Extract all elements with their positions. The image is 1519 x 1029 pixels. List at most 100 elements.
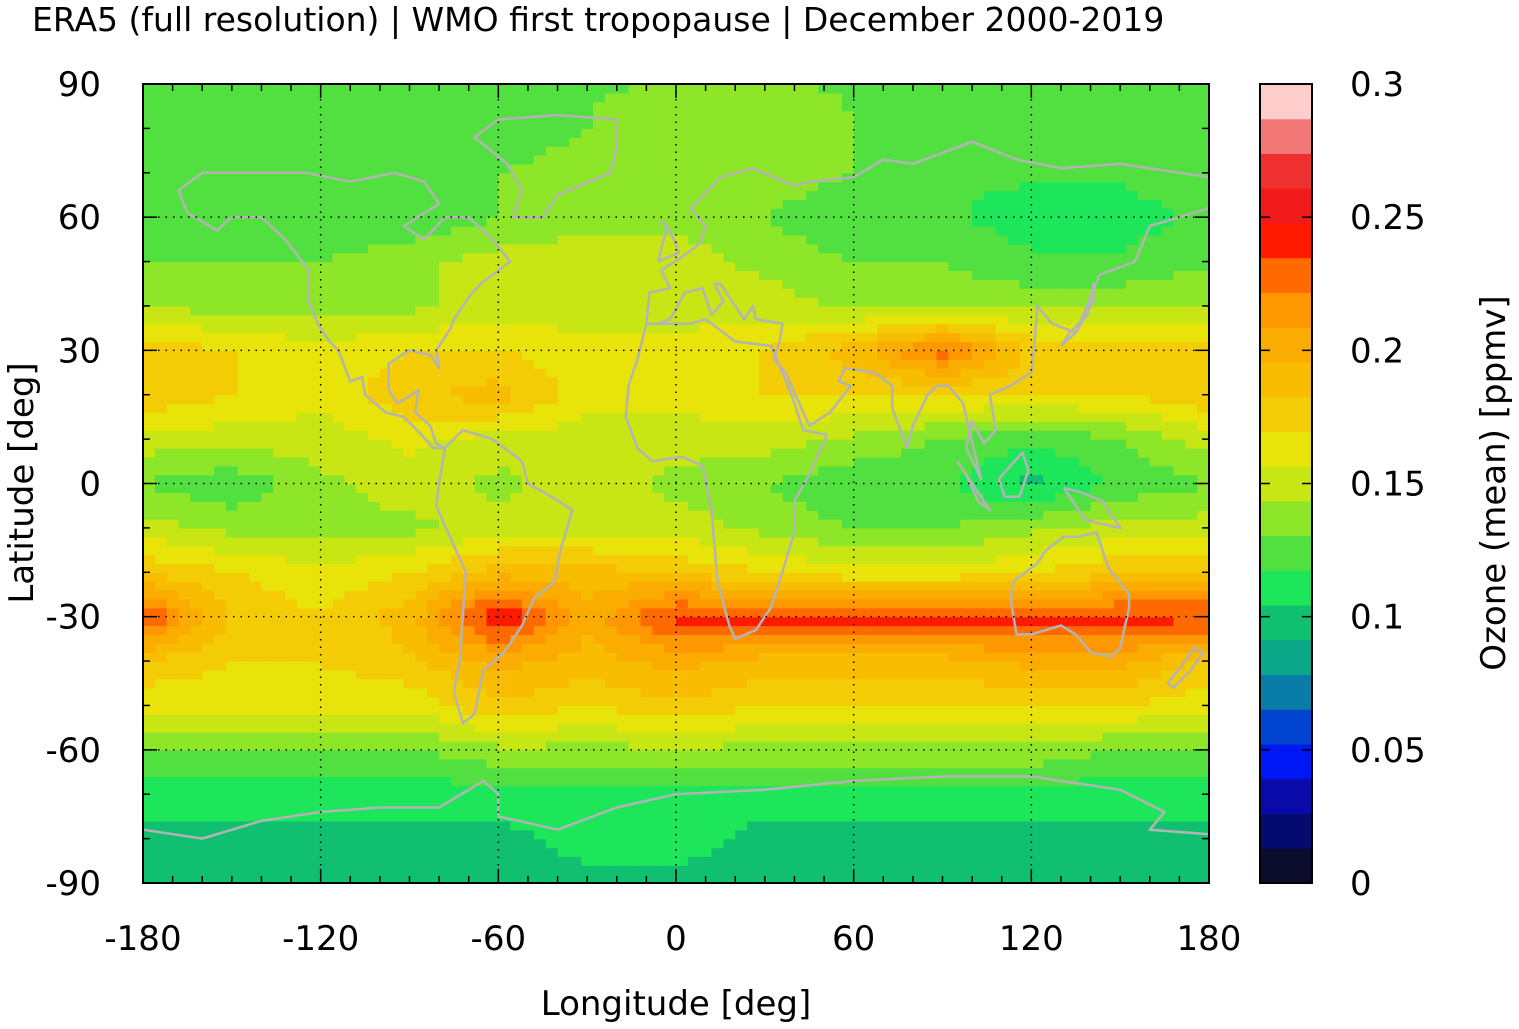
- field-cell: [202, 669, 215, 680]
- field-cell: [415, 607, 428, 618]
- field-cell: [972, 749, 985, 760]
- field-cell: [296, 705, 310, 715]
- field-cell: [450, 758, 464, 769]
- field-cell: [545, 456, 559, 467]
- field-cell: [202, 492, 215, 502]
- field-cell: [391, 732, 405, 742]
- field-cell: [841, 865, 855, 875]
- field-cell: [1137, 794, 1151, 804]
- field-cell: [770, 767, 784, 778]
- field-cell: [924, 749, 938, 760]
- field-cell: [344, 474, 357, 485]
- field-cell: [249, 643, 263, 653]
- field-cell: [735, 625, 748, 636]
- field-cell: [1019, 572, 1032, 582]
- field-cell: [237, 678, 251, 689]
- field-cell: [545, 874, 559, 884]
- field-cell: [225, 785, 239, 795]
- field-cell: [1090, 616, 1103, 627]
- field-cell: [735, 652, 748, 662]
- field-cell: [901, 590, 914, 600]
- field-cell: [865, 874, 878, 884]
- field-cell: [522, 483, 535, 493]
- field-cell: [758, 776, 772, 786]
- field-cell: [308, 767, 322, 778]
- field-cell: [1126, 510, 1139, 520]
- field-cell: [1173, 607, 1186, 618]
- field-cell: [1126, 829, 1139, 840]
- field-cell: [664, 865, 677, 875]
- field-cell: [237, 643, 251, 653]
- field-cell: [664, 794, 677, 804]
- field-cell: [285, 838, 298, 849]
- field-cell: [735, 598, 748, 609]
- field-cell: [889, 687, 902, 698]
- field-cell: [510, 439, 523, 449]
- field-cell: [178, 598, 191, 609]
- field-cell: [308, 669, 322, 680]
- field-cell: [225, 492, 239, 502]
- field-cell: [356, 465, 369, 476]
- field-cell: [640, 732, 653, 742]
- field-cell: [1173, 616, 1186, 627]
- field-cell: [794, 492, 807, 502]
- field-cell: [356, 652, 369, 662]
- field-cell: [391, 447, 405, 458]
- field-cell: [652, 492, 665, 502]
- field-cell: [533, 456, 547, 467]
- field-cell: [604, 510, 618, 520]
- field-cell: [249, 785, 263, 795]
- field-cell: [616, 678, 630, 689]
- field-cell: [687, 811, 701, 822]
- field-cell: [924, 811, 938, 822]
- field-cell: [427, 394, 440, 405]
- field-cell: [1078, 669, 1092, 680]
- field-cell: [995, 687, 1009, 698]
- field-cell: [770, 510, 784, 520]
- field-cell: [202, 581, 215, 591]
- field-cell: [415, 403, 428, 414]
- field-cell: [214, 421, 227, 431]
- field-cell: [391, 590, 405, 600]
- field-cell: [782, 447, 796, 458]
- field-cell: [510, 527, 523, 538]
- field-cell: [557, 678, 570, 689]
- field-cell: [960, 447, 973, 458]
- field-cell: [202, 661, 215, 671]
- field-cell: [1185, 430, 1198, 440]
- field-cell: [640, 607, 653, 618]
- field-cell: [403, 785, 417, 795]
- field-cell: [344, 554, 357, 564]
- field-cell: [1137, 430, 1151, 440]
- field-cell: [332, 607, 345, 618]
- field-cell: [1149, 501, 1163, 511]
- field-cell: [758, 749, 772, 760]
- field-cell: [818, 865, 831, 875]
- field-cell: [901, 794, 914, 804]
- field-cell: [758, 465, 772, 476]
- field-cell: [249, 838, 263, 849]
- field-cell: [806, 634, 819, 644]
- field-cell: [285, 430, 298, 440]
- field-cell: [924, 501, 938, 511]
- field-cell: [415, 794, 428, 804]
- field-cell: [1114, 527, 1127, 538]
- field-cell: [143, 412, 156, 422]
- field-cell: [841, 430, 855, 440]
- field-cell: [664, 785, 677, 795]
- field-cell: [450, 403, 464, 414]
- field-cell: [1090, 767, 1103, 778]
- field-cell: [202, 572, 215, 582]
- field-cell: [1102, 430, 1115, 440]
- field-cell: [995, 563, 1009, 573]
- field-cell: [557, 590, 570, 600]
- field-cell: [214, 669, 227, 680]
- field-cell: [818, 536, 831, 547]
- field-cell: [486, 714, 499, 724]
- field-cell: [983, 749, 997, 760]
- field-cell: [616, 616, 630, 627]
- field-cell: [1185, 492, 1198, 502]
- field-cell: [604, 838, 618, 849]
- field-cell: [1126, 456, 1139, 467]
- field-cell: [1173, 678, 1186, 689]
